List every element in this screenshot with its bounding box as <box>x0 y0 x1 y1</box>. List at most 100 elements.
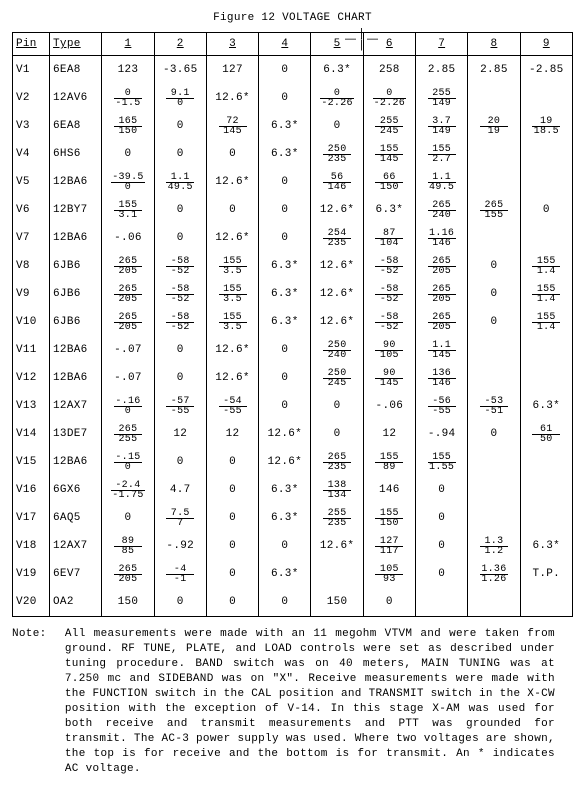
cell-pin: V10 <box>13 308 50 336</box>
cell-v5: 254235 <box>311 224 363 252</box>
cell-v1: -.07 <box>102 364 154 392</box>
table-row: V1212BA6-.07012.6*025024590145136146 <box>13 364 573 392</box>
cell-v4: 6.3* <box>259 280 311 308</box>
cell-v5: 0 <box>311 392 363 420</box>
cell-v2: 1.149.5 <box>154 168 206 196</box>
cell-v6: -58-52 <box>363 252 415 280</box>
cell-v1: 265205 <box>102 252 154 280</box>
cell-v4: 0 <box>259 56 311 85</box>
cell-v8: 2.85 <box>468 56 520 85</box>
cell-pin: V18 <box>13 532 50 560</box>
cell-v9 <box>520 224 572 252</box>
col-6: 6 <box>363 33 415 56</box>
cell-v1: 265205 <box>102 280 154 308</box>
cell-v8 <box>468 364 520 392</box>
cell-v8: 1.361.26 <box>468 560 520 588</box>
cell-v5: 0 <box>311 420 363 448</box>
table-row: V196EV7265205-4-106.3*1059301.361.26T.P. <box>13 560 573 588</box>
cell-v4: 0 <box>259 84 311 112</box>
cell-v8 <box>468 84 520 112</box>
cell-v3: 0 <box>206 504 258 532</box>
cell-v2: -3.65 <box>154 56 206 85</box>
cell-pin: V1 <box>13 56 50 85</box>
cell-v1: -2.4-1.75 <box>102 476 154 504</box>
cell-v5: 6.3* <box>311 56 363 85</box>
cell-v8 <box>468 504 520 532</box>
cell-v7: 0 <box>416 504 468 532</box>
cell-type: 12BA6 <box>50 336 102 364</box>
cell-v4: 12.6* <box>259 448 311 476</box>
cell-v3: 0 <box>206 476 258 504</box>
cell-v7: 1552.7 <box>416 140 468 168</box>
cell-v6: 15589 <box>363 448 415 476</box>
cell-v8: -53-51 <box>468 392 520 420</box>
cell-v7: 265240 <box>416 196 468 224</box>
cell-type: 6JB6 <box>50 308 102 336</box>
cell-v3: 72145 <box>206 112 258 140</box>
cell-v2: -58-52 <box>154 280 206 308</box>
cell-v2: 0 <box>154 448 206 476</box>
cell-v1: 165150 <box>102 112 154 140</box>
cell-v2: 0 <box>154 364 206 392</box>
cell-type: 12AX7 <box>50 532 102 560</box>
cell-v7: -56-55 <box>416 392 468 420</box>
cell-v1: 8985 <box>102 532 154 560</box>
cell-v6: 87104 <box>363 224 415 252</box>
cell-v2: 7.57 <box>154 504 206 532</box>
cell-v4: 6.3* <box>259 476 311 504</box>
cell-v6: 10593 <box>363 560 415 588</box>
cell-v8: 2019 <box>468 112 520 140</box>
cell-v9: 6.3* <box>520 392 572 420</box>
cell-v3: 1553.5 <box>206 308 258 336</box>
col-4: 4 <box>259 33 311 56</box>
col-2: 2 <box>154 33 206 56</box>
cell-v5: 12.6* <box>311 252 363 280</box>
cell-v3: 1553.5 <box>206 252 258 280</box>
cell-v3: 12.6* <box>206 168 258 196</box>
col-1: 1 <box>102 33 154 56</box>
cell-pin: V20 <box>13 588 50 617</box>
cell-v5: 255235 <box>311 504 363 532</box>
cell-v2: -58-52 <box>154 308 206 336</box>
cell-v7: 0 <box>416 560 468 588</box>
cell-v5: 12.6* <box>311 532 363 560</box>
cell-v7: 1551.55 <box>416 448 468 476</box>
cell-v9 <box>520 504 572 532</box>
cell-v4: 0 <box>259 532 311 560</box>
cell-pin: V4 <box>13 140 50 168</box>
table-row: V36EA81651500721456.3*02552453.714920191… <box>13 112 573 140</box>
cell-v7 <box>416 588 468 617</box>
cell-pin: V12 <box>13 364 50 392</box>
cell-v4: 0 <box>259 336 311 364</box>
cell-v3: 12.6* <box>206 336 258 364</box>
cell-v9: 1551.4 <box>520 308 572 336</box>
cell-v2: -58-52 <box>154 252 206 280</box>
cell-v5: 0-2.26 <box>311 84 363 112</box>
cell-v8: 0 <box>468 252 520 280</box>
cell-v2: 4.7 <box>154 476 206 504</box>
table-row: V212AV60-1.59.1012.6*00-2.260-2.26255149 <box>13 84 573 112</box>
cell-v9 <box>520 476 572 504</box>
note-label: Note: <box>12 627 58 642</box>
cell-v5: 12.6* <box>311 308 363 336</box>
cell-v4: 6.3* <box>259 140 311 168</box>
cell-v4: 6.3* <box>259 560 311 588</box>
cell-type: 6EA8 <box>50 112 102 140</box>
col-7: 7 <box>416 33 468 56</box>
cell-v1: -.160 <box>102 392 154 420</box>
cell-v8 <box>468 140 520 168</box>
table-row: V176AQ507.5706.3*2552351551500 <box>13 504 573 532</box>
col-pin: Pin <box>13 33 50 56</box>
cell-type: 12BA6 <box>50 448 102 476</box>
cell-pin: V19 <box>13 560 50 588</box>
cell-v9 <box>520 448 572 476</box>
cell-v6: 146 <box>363 476 415 504</box>
cell-pin: V9 <box>13 280 50 308</box>
cell-v6: -58-52 <box>363 308 415 336</box>
cell-v2: 0 <box>154 588 206 617</box>
cell-v6: 6.3* <box>363 196 415 224</box>
cell-v1: 0 <box>102 140 154 168</box>
cell-v3: 1553.5 <box>206 280 258 308</box>
table-row: V1413DE7265255121212.6*012-.9406150 <box>13 420 573 448</box>
cell-v8: 0 <box>468 420 520 448</box>
